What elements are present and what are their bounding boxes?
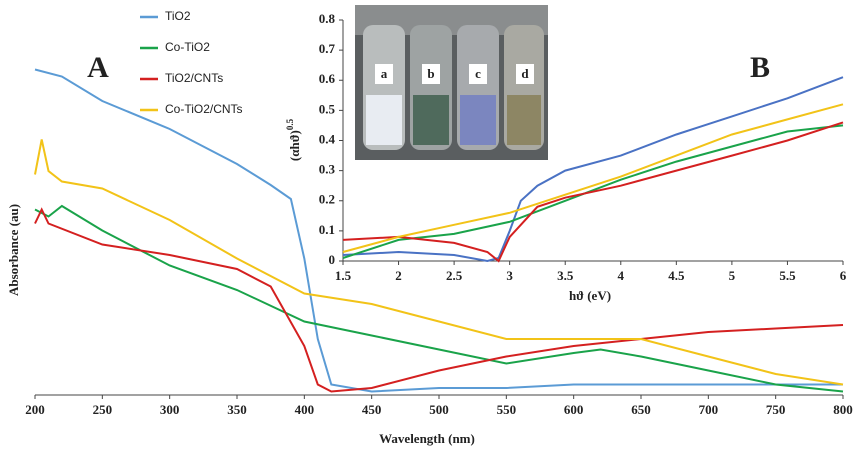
x-tick-label: 1.5 [335,268,352,283]
series-line [34,68,843,393]
series-line [342,76,844,263]
x-tick-label: 300 [160,402,180,417]
x-tick-label: 400 [295,402,315,417]
x-tick-label: 3 [506,268,513,283]
legend-label: TiO2/CNTs [165,71,223,85]
y-tick-label: 0.7 [319,41,336,56]
x-tick-label: 350 [227,402,247,417]
photo-label-box [516,64,534,84]
y-tick-label: 0.3 [319,162,336,177]
legend-label: Co-TiO2/CNTs [165,102,243,116]
legend-label: TiO2 [165,9,191,23]
x-tick-label: 5.5 [779,268,796,283]
x-axis-label: Wavelength (nm) [379,431,475,446]
y-tick-label: 0 [329,252,336,267]
y-axis-label: (αhϑ)0.5 [285,118,302,161]
y-tick-label: 0.5 [319,101,336,116]
series-line [342,103,844,253]
x-tick-label: 5 [729,268,736,283]
photo-label: c [475,66,481,81]
series-line [342,124,844,259]
x-tick-label: 800 [833,402,853,417]
x-tick-label: 4 [618,268,625,283]
y-tick-label: 0.4 [319,131,336,146]
x-tick-label: 2 [395,268,402,283]
x-tick-label: 3.5 [557,268,574,283]
series-line [34,207,844,393]
x-tick-label: 250 [93,402,113,417]
series-line [34,139,844,386]
x-tick-label: 2.5 [446,268,463,283]
x-tick-label: 600 [564,402,584,417]
photo-label-box [375,64,393,84]
y-tick-label: 0.8 [319,11,336,26]
x-tick-label: 4.5 [668,268,685,283]
legend-label: Co-TiO2 [165,40,210,54]
x-tick-label: 6 [840,268,847,283]
y-axis-label-sup: 0.5 [285,118,295,130]
x-tick-label: 200 [25,402,45,417]
panel-label: A [87,51,109,84]
photo-label-box [422,64,440,84]
y-tick-label: 0.2 [319,192,335,207]
x-tick-label: 650 [631,402,651,417]
x-tick-label: 450 [362,402,382,417]
x-tick-label: 550 [497,402,517,417]
x-tick-label: 750 [766,402,786,417]
x-axis-label: hϑ (eV) [569,288,611,303]
y-tick-label: 0.6 [319,71,336,86]
panel-label: B [750,51,770,84]
photo-label: b [427,66,434,81]
photo-label: d [521,66,529,81]
y-axis-label-main: (αhϑ) [287,130,302,161]
x-tick-label: 500 [429,402,449,417]
y-tick-label: 0.1 [319,222,335,237]
series-line [34,204,844,393]
x-tick-label: 700 [699,402,719,417]
y-axis-label: Absorbance (au) [6,204,21,296]
photo-label: a [381,66,388,81]
series-line [342,121,844,263]
photo-label-box [469,64,487,84]
